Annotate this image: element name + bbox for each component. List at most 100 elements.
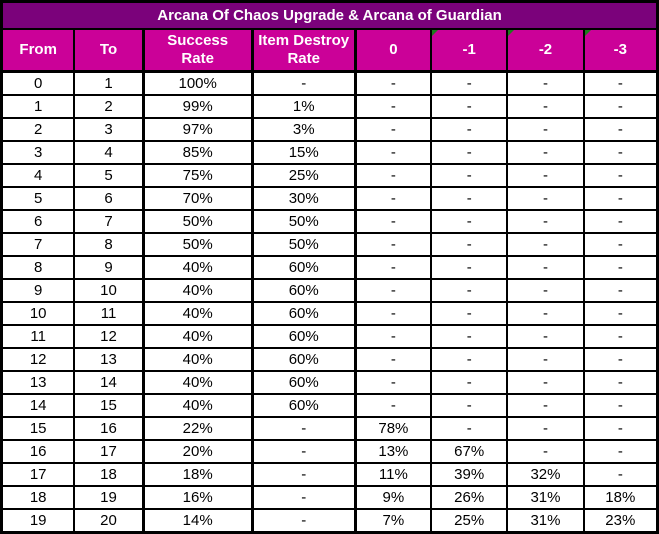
table-cell: - xyxy=(584,303,656,324)
table-cell: 13 xyxy=(75,349,145,370)
table-cell: - xyxy=(508,188,585,209)
table-cell: 7% xyxy=(356,510,433,531)
table-cell: - xyxy=(508,234,585,255)
table-title: Arcana Of Chaos Upgrade & Arcana of Guar… xyxy=(3,3,656,30)
table-cell: - xyxy=(356,349,433,370)
header-label: -3 xyxy=(613,41,627,58)
table-cell: - xyxy=(508,349,585,370)
table-cell: - xyxy=(356,96,433,117)
table-cell: 9 xyxy=(3,280,76,301)
table-cell: 60% xyxy=(253,326,357,347)
table-cell: 39% xyxy=(432,464,509,485)
table-cell: - xyxy=(584,96,656,117)
table-cell: 40% xyxy=(144,349,254,370)
table-cell: - xyxy=(584,257,656,278)
header-cell-7: -3 xyxy=(584,30,656,70)
table-cell: - xyxy=(356,73,433,94)
table-cell: - xyxy=(584,464,656,485)
table-cell: - xyxy=(584,211,656,232)
table-cell: 25% xyxy=(253,165,357,186)
table-cell: - xyxy=(508,395,585,416)
table-cell: - xyxy=(253,464,357,485)
table-cell: - xyxy=(432,142,509,163)
header-label: Item Destroy Rate xyxy=(258,32,350,67)
table-cell: 18 xyxy=(75,464,145,485)
table-cell: 50% xyxy=(144,234,254,255)
table-cell: 14% xyxy=(144,510,254,531)
table-cell: - xyxy=(432,418,509,439)
table-cell: 20 xyxy=(75,510,145,531)
table-cell: - xyxy=(432,211,509,232)
table-cell: - xyxy=(584,234,656,255)
header-cell-2: Success Rate xyxy=(144,30,254,70)
table-cell: 10 xyxy=(3,303,76,324)
table-cell: 25% xyxy=(432,510,509,531)
table-cell: - xyxy=(356,395,433,416)
table-cell: 6 xyxy=(3,211,76,232)
table-cell: 15 xyxy=(3,418,76,439)
table-cell: 12 xyxy=(3,349,76,370)
table-cell: 32% xyxy=(508,464,585,485)
table-cell: - xyxy=(584,142,656,163)
table-cell: - xyxy=(356,119,433,140)
table-row: 0 1 100% - - - - - xyxy=(3,73,656,96)
table-cell: 18% xyxy=(144,464,254,485)
table-cell: - xyxy=(432,303,509,324)
table-cell: 5 xyxy=(75,165,145,186)
table-cell: - xyxy=(508,372,585,393)
table-cell: 17 xyxy=(3,464,76,485)
green-corner-marker-icon xyxy=(432,30,439,36)
table-row: 14 15 40% 60% - - - - xyxy=(3,395,656,418)
table-row: 5 6 70% 30% - - - - xyxy=(3,188,656,211)
table-cell: 18 xyxy=(3,487,76,508)
table-row: 16 17 20% -13% 67% - - xyxy=(3,441,656,464)
table-body: 0 1 100% - - - - -1 2 99% 1% - - - -2 3 97% 3% - - - -3 4 85% 15… xyxy=(3,73,656,531)
table-row: 8 9 40% 60% - - - - xyxy=(3,257,656,280)
table-cell: 2 xyxy=(75,96,145,117)
table-cell: 2 xyxy=(3,119,76,140)
table-cell: - xyxy=(432,257,509,278)
table-cell: - xyxy=(584,165,656,186)
table-cell: - xyxy=(432,119,509,140)
table-cell: - xyxy=(432,73,509,94)
table-cell: 5 xyxy=(3,188,76,209)
table-cell: - xyxy=(432,280,509,301)
table-cell: 50% xyxy=(253,234,357,255)
table-cell: 31% xyxy=(508,487,585,508)
table-cell: - xyxy=(584,349,656,370)
table-cell: 16 xyxy=(75,418,145,439)
table-cell: 4 xyxy=(3,165,76,186)
table-cell: 60% xyxy=(253,372,357,393)
table-cell: 14 xyxy=(3,395,76,416)
table-cell: - xyxy=(432,188,509,209)
table-cell: 6 xyxy=(75,188,145,209)
table-cell: 4 xyxy=(75,142,145,163)
table-cell: 12 xyxy=(75,326,145,347)
table-cell: - xyxy=(432,165,509,186)
table-cell: 3 xyxy=(3,142,76,163)
table-cell: - xyxy=(432,326,509,347)
table-cell: 60% xyxy=(253,280,357,301)
header-label: 0 xyxy=(389,41,398,58)
table-cell: 19 xyxy=(3,510,76,531)
header-cell-4: 0 xyxy=(356,30,433,70)
table-cell: 22% xyxy=(144,418,254,439)
table-cell: 23% xyxy=(584,510,656,531)
table-cell: - xyxy=(432,349,509,370)
table-cell: - xyxy=(508,418,585,439)
table-cell: 40% xyxy=(144,395,254,416)
table-cell: 7 xyxy=(75,211,145,232)
table-cell: 3% xyxy=(253,119,357,140)
table-row: 9 10 40% 60% - - - - xyxy=(3,280,656,303)
table-cell: 26% xyxy=(432,487,509,508)
table-cell: 20% xyxy=(144,441,254,462)
table-cell: - xyxy=(508,326,585,347)
table-row: 17 18 18% -11% 39% 32% - xyxy=(3,464,656,487)
table-cell: - xyxy=(584,280,656,301)
table-cell: - xyxy=(584,73,656,94)
table-cell: 31% xyxy=(508,510,585,531)
table-cell: 60% xyxy=(253,257,357,278)
table-row: 11 12 40% 60% - - - - xyxy=(3,326,656,349)
table-cell: 16% xyxy=(144,487,254,508)
table-cell: - xyxy=(356,257,433,278)
